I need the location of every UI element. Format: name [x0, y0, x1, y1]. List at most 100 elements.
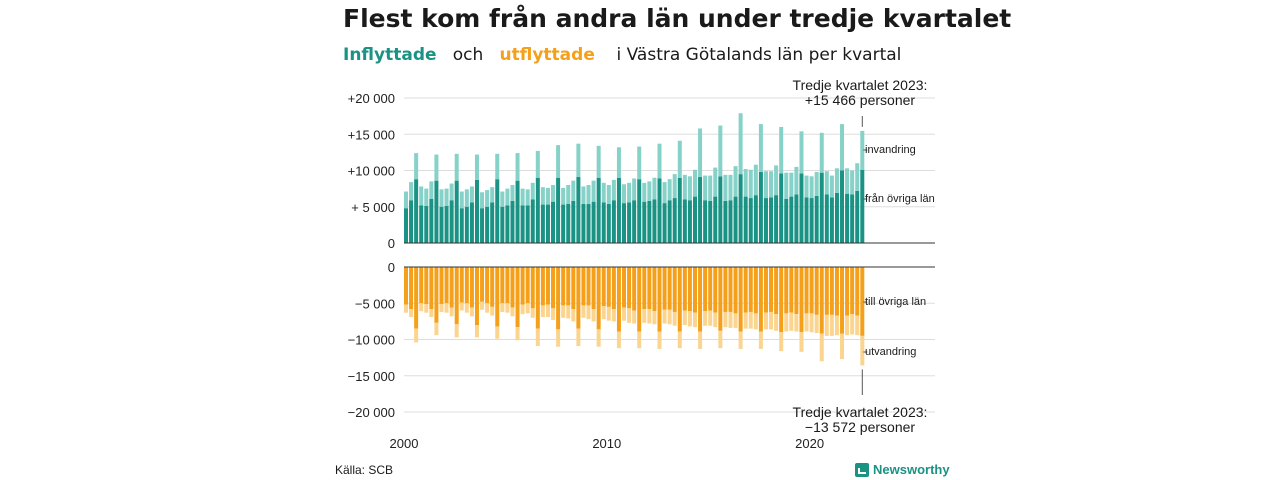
bar-fran-ovriga-lan	[490, 202, 495, 243]
bar-invandring	[632, 178, 637, 201]
bar-utvandring	[647, 309, 652, 324]
bars	[404, 113, 865, 366]
bar-invandring	[525, 189, 530, 206]
bar-fran-ovriga-lan	[459, 208, 464, 243]
bar-utvandring	[424, 303, 429, 313]
bar-invandring	[551, 185, 556, 202]
bar-fran-ovriga-lan	[464, 206, 469, 243]
bar-fran-ovriga-lan	[581, 203, 586, 243]
bar-utvandring	[622, 307, 627, 321]
bar-till-ovriga-lan	[819, 267, 824, 334]
bar-till-ovriga-lan	[424, 267, 429, 304]
bar-utvandring	[703, 311, 708, 326]
bar-fran-ovriga-lan	[591, 201, 596, 243]
bar-utvandring	[495, 326, 500, 339]
bar-invandring	[459, 191, 464, 209]
bar-utvandring	[804, 313, 809, 332]
bar-fran-ovriga-lan	[682, 199, 687, 243]
bar-till-ovriga-lan	[622, 267, 627, 308]
bar-fran-ovriga-lan	[652, 199, 657, 243]
bar-till-ovriga-lan	[703, 267, 708, 312]
bar-invandring	[449, 183, 454, 201]
bar-fran-ovriga-lan	[601, 202, 606, 243]
bar-fran-ovriga-lan	[622, 203, 627, 243]
bar-fran-ovriga-lan	[444, 206, 449, 243]
bar-till-ovriga-lan	[454, 267, 459, 325]
bar-utvandring	[464, 303, 469, 313]
bar-till-ovriga-lan	[860, 267, 865, 336]
bar-utvandring	[469, 307, 474, 317]
bar-fran-ovriga-lan	[535, 177, 540, 243]
bar-till-ovriga-lan	[464, 267, 469, 304]
bar-till-ovriga-lan	[434, 267, 439, 323]
bar-fran-ovriga-lan	[424, 206, 429, 243]
bar-till-ovriga-lan	[505, 267, 510, 304]
bar-invandring	[647, 181, 652, 201]
bar-invandring	[692, 169, 697, 197]
bar-utvandring	[698, 331, 703, 349]
bar-fran-ovriga-lan	[627, 202, 632, 243]
bar-utvandring	[474, 325, 479, 338]
bar-utvandring	[692, 312, 697, 328]
bar-fran-ovriga-lan	[576, 177, 581, 243]
bar-fran-ovriga-lan	[434, 180, 439, 243]
bar-fran-ovriga-lan	[566, 203, 571, 243]
bar-fran-ovriga-lan	[850, 194, 855, 243]
bar-fran-ovriga-lan	[834, 192, 839, 243]
bar-invandring	[576, 143, 581, 178]
bar-invandring	[627, 182, 632, 203]
bar-fran-ovriga-lan	[799, 173, 804, 243]
bar-utvandring	[505, 303, 510, 313]
bar-invandring	[860, 130, 865, 170]
bar-till-ovriga-lan	[409, 267, 414, 310]
bar-invandring	[855, 163, 860, 191]
bar-fran-ovriga-lan	[687, 200, 692, 243]
bar-till-ovriga-lan	[545, 267, 550, 305]
bar-invandring	[850, 170, 855, 195]
bar-till-ovriga-lan	[459, 267, 464, 303]
bar-invandring	[591, 180, 596, 202]
bar-invandring	[596, 145, 601, 178]
newsworthy-icon	[855, 462, 869, 477]
bar-invandring	[682, 174, 687, 200]
bar-till-ovriga-lan	[713, 267, 718, 313]
bar-fran-ovriga-lan	[556, 177, 561, 243]
bar-till-ovriga-lan	[814, 267, 819, 315]
bar-utvandring	[581, 305, 586, 318]
bar-fran-ovriga-lan	[480, 208, 485, 243]
bar-utvandring	[662, 309, 667, 324]
bar-fran-ovriga-lan	[698, 177, 703, 243]
bar-fran-ovriga-lan	[774, 195, 779, 243]
bar-utvandring	[637, 331, 642, 349]
bar-invandring	[424, 188, 429, 207]
bar-till-ovriga-lan	[515, 267, 520, 328]
bar-invandring	[606, 185, 611, 204]
bar-invandring	[728, 174, 733, 201]
bar-invandring	[485, 190, 490, 207]
bar-till-ovriga-lan	[419, 267, 424, 304]
label-fran-ovriga-lan: från övriga län	[865, 193, 935, 205]
bar-invandring	[601, 182, 606, 203]
bar-utvandring	[490, 306, 495, 316]
bar-utvandring	[809, 313, 814, 333]
bar-till-ovriga-lan	[576, 267, 581, 329]
bar-fran-ovriga-lan	[495, 179, 500, 243]
bar-invandring	[758, 124, 763, 172]
bar-invandring	[677, 140, 682, 178]
bar-utvandring	[419, 303, 424, 312]
bar-utvandring	[404, 304, 408, 313]
bar-fran-ovriga-lan	[561, 204, 566, 243]
bar-invandring	[763, 171, 768, 199]
bar-invandring	[784, 172, 789, 199]
bar-utvandring	[525, 303, 530, 314]
bar-fran-ovriga-lan	[708, 200, 713, 243]
bar-fran-ovriga-lan	[404, 208, 408, 243]
bar-utvandring	[708, 310, 713, 326]
bar-fran-ovriga-lan	[596, 177, 601, 243]
bar-invandring	[642, 182, 647, 202]
bar-fran-ovriga-lan	[738, 174, 743, 243]
y-tick-label: +10 000	[348, 164, 395, 179]
bar-till-ovriga-lan	[591, 267, 596, 310]
bar-fran-ovriga-lan	[794, 194, 799, 243]
bar-till-ovriga-lan	[850, 267, 855, 315]
